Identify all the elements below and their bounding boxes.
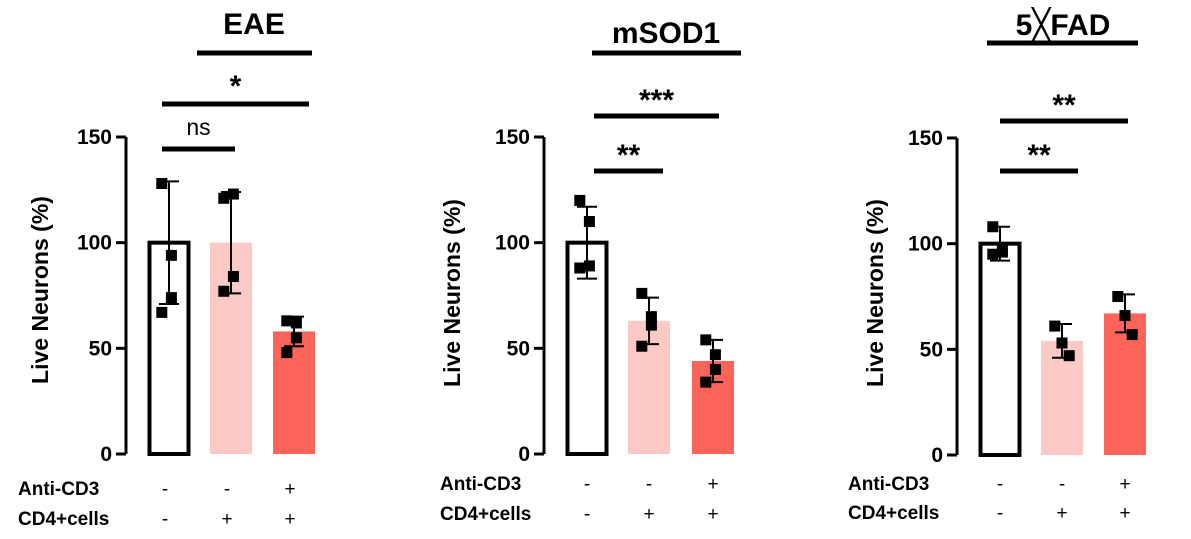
data-point	[996, 246, 1008, 258]
significance-label: ***	[639, 84, 674, 117]
y-tick-label: 0	[518, 443, 530, 466]
data-point	[709, 363, 721, 375]
y-tick-label: 150	[908, 127, 943, 150]
chart-title: EAE	[223, 8, 285, 41]
data-point	[156, 306, 168, 318]
chart-title: 5╳FAD	[1016, 7, 1111, 43]
data-point	[636, 287, 648, 299]
bar-2	[1041, 340, 1083, 455]
y-tick-label: 0	[100, 443, 112, 466]
significance-label: **	[617, 139, 641, 172]
y-tick-label: 100	[908, 233, 943, 256]
data-point	[218, 192, 230, 204]
condition-sign: +	[707, 504, 718, 525]
y-tick-label: 100	[495, 232, 530, 255]
bar-1	[978, 241, 1022, 457]
y-axis-label: Live Neurons (%)	[439, 199, 465, 387]
y-tick-label: 100	[77, 232, 112, 255]
data-point	[709, 349, 721, 361]
data-point	[700, 376, 712, 388]
condition-sign: -	[224, 479, 230, 500]
data-point	[227, 270, 239, 282]
condition-sign: +	[1056, 503, 1067, 524]
data-point	[290, 332, 302, 344]
data-point	[1056, 337, 1068, 349]
data-point	[645, 319, 657, 331]
data-point	[636, 340, 648, 352]
data-point	[227, 188, 239, 200]
data-point	[987, 221, 999, 233]
data-point	[583, 216, 595, 228]
condition-sign: -	[997, 474, 1003, 495]
significance-label: **	[1027, 139, 1051, 172]
y-tick-label: 0	[931, 444, 943, 467]
data-point	[290, 317, 302, 329]
data-point	[574, 194, 586, 206]
bar-3	[273, 331, 315, 454]
condition-sign: -	[584, 474, 590, 495]
y-axis-label: Live Neurons (%)	[862, 199, 888, 387]
y-tick-label: 50	[89, 337, 112, 360]
data-point	[583, 260, 595, 272]
data-point	[281, 315, 293, 327]
y-tick-label: 50	[507, 337, 530, 360]
significance-label: **	[1052, 89, 1076, 122]
data-point	[574, 262, 586, 274]
condition-label: Anti-CD3	[18, 479, 99, 500]
condition-label: Anti-CD3	[848, 474, 929, 495]
data-point	[1126, 329, 1138, 341]
data-point	[165, 292, 177, 304]
condition-sign: +	[284, 479, 295, 500]
significance-label: *	[230, 70, 242, 103]
condition-sign: -	[997, 503, 1003, 524]
data-point	[165, 249, 177, 261]
condition-label: CD4+cells	[18, 509, 109, 530]
chart-panel-1: EAE Live Neurons (%) 0 50 100 150 ns * Anti-CD3 -…	[18, 8, 315, 530]
condition-sign: +	[1119, 474, 1130, 495]
data-point	[1049, 320, 1061, 332]
data-point	[218, 285, 230, 297]
condition-sign: -	[584, 504, 590, 525]
y-tick-label: 50	[920, 338, 943, 361]
condition-sign: +	[221, 509, 232, 530]
condition-sign: -	[1059, 474, 1065, 495]
data-point	[1063, 350, 1075, 362]
significance-label: ns	[186, 114, 210, 140]
condition-sign: -	[646, 474, 652, 495]
chart-panel-3: 5╳FAD Live Neurons (%) 0 50 100 150 **** Anti-C…	[848, 7, 1146, 524]
condition-sign: +	[1119, 503, 1130, 524]
data-point	[281, 347, 293, 359]
y-tick-label: 150	[77, 126, 112, 149]
condition-label: CD4+cells	[848, 503, 939, 524]
data-point	[156, 177, 168, 189]
data-point	[1112, 291, 1124, 302]
data-point	[987, 248, 999, 260]
condition-label: Anti-CD3	[440, 474, 521, 495]
y-tick-label: 150	[495, 126, 530, 149]
condition-sign: +	[284, 509, 295, 530]
condition-label: CD4+cells	[440, 504, 531, 525]
data-point	[700, 334, 712, 346]
data-point	[1119, 310, 1131, 322]
condition-sign: +	[707, 474, 718, 495]
data-point	[645, 311, 657, 323]
y-axis-label: Live Neurons (%)	[27, 196, 53, 384]
condition-sign: +	[643, 504, 654, 525]
chart-title: mSOD1	[612, 17, 720, 50]
condition-sign: -	[162, 509, 168, 530]
condition-sign: -	[162, 479, 168, 500]
bar-3	[1104, 313, 1146, 455]
